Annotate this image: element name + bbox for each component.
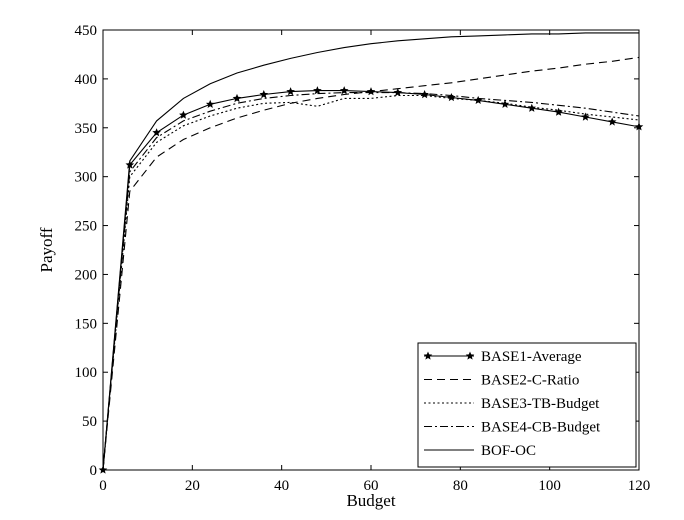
y-tick-label: 350	[75, 121, 98, 137]
y-axis-label: Payoff	[37, 227, 56, 272]
ticks-layer: 0 20 40 60 80 100 120 0 50 100 150 200 250 300 350 400 4…	[75, 23, 651, 494]
data-point-star	[447, 93, 456, 102]
legend-label: BASE3-TB-Budget	[481, 396, 600, 412]
data-point-star	[554, 107, 563, 116]
legend-star-icon	[423, 351, 433, 360]
legend-label: BASE2-C-Ratio	[481, 373, 579, 389]
legend-label: BASE1-Average	[481, 349, 582, 365]
legend-star-icon	[465, 351, 475, 360]
y-tick-label: 200	[75, 267, 98, 283]
data-point-star	[473, 95, 483, 104]
data-point-star	[205, 99, 215, 108]
x-tick-label: 0	[99, 478, 107, 494]
y-tick-label: 50	[82, 414, 97, 430]
series-layer	[98, 32, 644, 474]
y-tick-label: 400	[75, 72, 98, 88]
data-point-star	[527, 103, 537, 112]
y-tick-label: 100	[75, 365, 98, 381]
x-tick-label: 100	[538, 478, 561, 494]
x-tick-label: 120	[628, 478, 651, 494]
data-point-star	[607, 117, 617, 126]
series-line	[102, 56, 640, 471]
data-point-star	[179, 110, 188, 119]
series-base4-cb-budget	[102, 92, 640, 471]
y-tick-label: 250	[75, 219, 98, 235]
data-point-star	[500, 99, 510, 108]
data-point-star	[581, 112, 590, 121]
data-point-star	[152, 128, 161, 137]
y-tick-label: 0	[90, 463, 98, 479]
series-line	[102, 92, 640, 471]
series-base3-tb-budget	[102, 94, 640, 471]
series-base2-c-ratio	[102, 56, 640, 471]
data-point-star	[313, 86, 322, 95]
legend: BASE1-Average BASE2-C-Ratio BASE3-TB-Budge…	[417, 342, 637, 468]
legend-box	[417, 342, 637, 468]
data-point-star	[286, 87, 295, 96]
legend-label: BASE4-CB-Budget	[481, 420, 601, 436]
x-tick-label: 40	[274, 478, 289, 494]
x-tick-label: 60	[364, 478, 379, 494]
y-tick-label: 300	[75, 170, 98, 186]
data-point-star	[259, 90, 269, 99]
x-tick-label: 80	[453, 478, 468, 494]
legend-label: BOF-OC	[481, 443, 536, 459]
y-tick-label: 150	[75, 316, 98, 332]
series-line	[102, 94, 640, 471]
x-axis-label: Budget	[346, 491, 395, 510]
y-tick-label: 450	[75, 23, 98, 39]
x-tick-label: 20	[185, 478, 200, 494]
data-point-star	[339, 86, 349, 95]
data-point-star	[232, 93, 242, 103]
